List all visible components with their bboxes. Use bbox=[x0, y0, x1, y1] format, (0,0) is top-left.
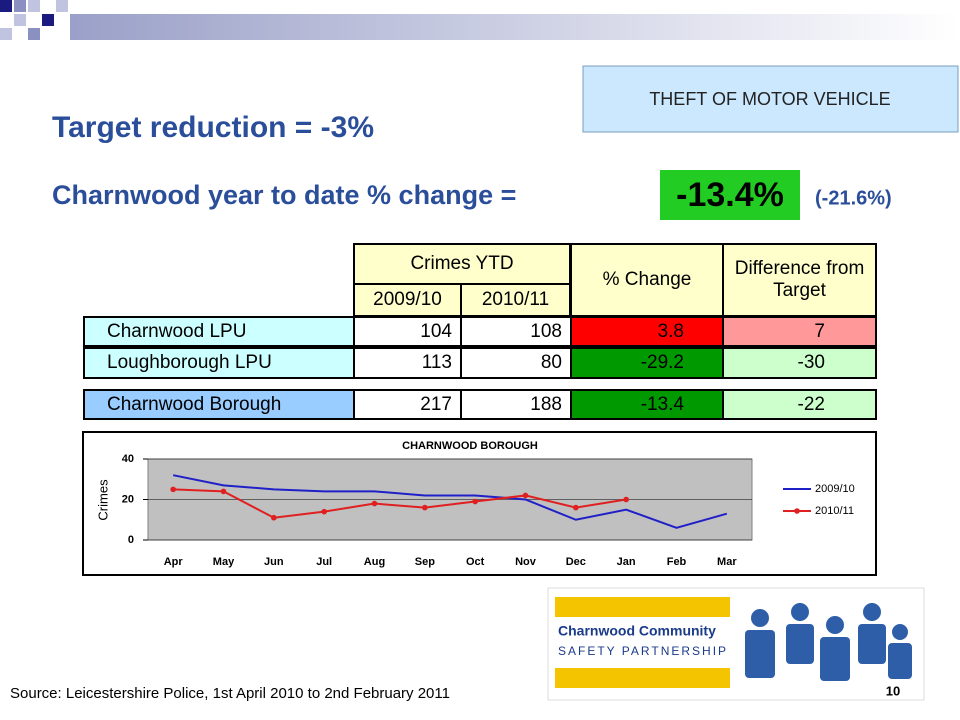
y-tick-label: 40 bbox=[122, 453, 134, 465]
x-tick-label: Feb bbox=[667, 556, 687, 568]
y-axis-label: Crimes bbox=[95, 479, 110, 521]
legend-label: 2009/10 bbox=[815, 483, 855, 495]
x-tick-label: Sep bbox=[415, 556, 435, 568]
column-header: Difference from Target bbox=[722, 243, 877, 317]
legend-label: 2010/11 bbox=[815, 505, 854, 517]
x-tick-label: Aug bbox=[364, 556, 385, 568]
data-point bbox=[220, 488, 227, 495]
logo-people bbox=[745, 603, 912, 681]
ytd-label: Charnwood year to date % change = bbox=[52, 180, 516, 210]
x-tick-label: Mar bbox=[717, 556, 737, 568]
source-note: Source: Leicestershire Police, 1st April… bbox=[10, 685, 450, 702]
table-cell: -29.2 bbox=[570, 347, 724, 379]
page-number: 10 bbox=[886, 683, 900, 698]
table-cell: -13.4 bbox=[570, 389, 724, 420]
row-label: Charnwood Borough bbox=[83, 389, 355, 420]
logo: Charnwood Community SAFETY PARTNERSHIP bbox=[547, 587, 925, 701]
topic-label: THEFT OF MOTOR VEHICLE bbox=[649, 89, 890, 109]
logo-stripe bbox=[555, 597, 730, 617]
data-point bbox=[623, 496, 629, 503]
corner-decoration bbox=[0, 0, 960, 40]
table-cell: 3.8 bbox=[570, 316, 724, 347]
table-cell: 188 bbox=[460, 389, 572, 420]
column-header: 2009/10 bbox=[353, 283, 462, 317]
group-header: Crimes YTD bbox=[353, 243, 571, 285]
x-tick-label: Jun bbox=[264, 556, 284, 568]
x-tick-label: Nov bbox=[515, 556, 537, 568]
x-tick-label: Oct bbox=[466, 556, 485, 568]
data-point bbox=[321, 508, 327, 515]
y-tick-label: 20 bbox=[122, 493, 134, 505]
x-tick-label: Dec bbox=[566, 556, 586, 568]
ytd-value-box bbox=[660, 170, 800, 220]
x-tick-label: Jan bbox=[617, 556, 636, 568]
data-point bbox=[573, 504, 579, 511]
row-label: Loughborough LPU bbox=[83, 347, 355, 379]
data-point bbox=[522, 492, 529, 499]
data-point bbox=[422, 504, 428, 511]
data-point bbox=[371, 500, 378, 507]
table-cell: 217 bbox=[353, 389, 462, 420]
line-chart: CHARNWOOD BOROUGH Crimes 0 20 40 Apr May Jun J… bbox=[82, 431, 877, 576]
ytd-value: -13.4% bbox=[676, 176, 784, 214]
x-tick-label: Jul bbox=[316, 556, 332, 568]
data-point bbox=[271, 514, 277, 521]
x-tick-label: Apr bbox=[164, 556, 184, 568]
topic-box bbox=[582, 65, 959, 133]
table-cell: 113 bbox=[353, 347, 462, 379]
data-point bbox=[170, 486, 176, 493]
table-cell: -30 bbox=[722, 347, 877, 379]
logo-stripe bbox=[555, 668, 730, 688]
target-text: Target reduction = -3% bbox=[52, 111, 374, 144]
logo-line2: SAFETY PARTNERSHIP bbox=[558, 644, 728, 658]
x-tick-label: May bbox=[213, 556, 235, 568]
table-cell: -22 bbox=[722, 389, 877, 420]
series-line bbox=[173, 488, 627, 519]
ytd-previous: (-21.6%) bbox=[815, 187, 892, 209]
column-header: 2010/11 bbox=[460, 283, 571, 317]
table-cell: 108 bbox=[460, 316, 572, 347]
row-label: Charnwood LPU bbox=[83, 316, 355, 347]
y-tick-label: 0 bbox=[128, 534, 134, 546]
table-cell: 80 bbox=[460, 347, 572, 379]
logo-line1: Charnwood Community bbox=[558, 623, 716, 639]
table-cell: 7 bbox=[722, 316, 877, 347]
series-line bbox=[172, 474, 728, 529]
data-point bbox=[472, 498, 478, 505]
legend-marker bbox=[794, 508, 800, 514]
table-cell: 104 bbox=[353, 316, 462, 347]
column-header: % Change bbox=[570, 243, 724, 317]
chart-title: CHARNWOOD BOROUGH bbox=[402, 440, 538, 452]
